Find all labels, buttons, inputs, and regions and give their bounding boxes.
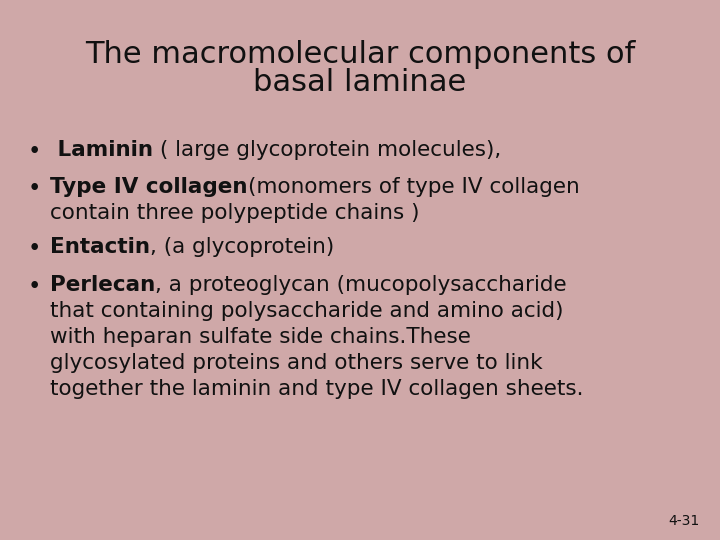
Text: (monomers of type IV collagen: (monomers of type IV collagen: [248, 177, 580, 197]
Text: with heparan sulfate side chains.These: with heparan sulfate side chains.These: [50, 327, 471, 347]
Text: that containing polysaccharide and amino acid): that containing polysaccharide and amino…: [50, 301, 564, 321]
Text: basal laminae: basal laminae: [253, 68, 467, 97]
Text: •: •: [28, 140, 41, 163]
Text: , (a glycoprotein): , (a glycoprotein): [150, 237, 334, 257]
Text: •: •: [28, 177, 41, 200]
Text: The macromolecular components of: The macromolecular components of: [85, 40, 635, 69]
Text: Laminin: Laminin: [50, 140, 153, 160]
Text: Type IV collagen: Type IV collagen: [50, 177, 248, 197]
Text: 4-31: 4-31: [669, 514, 700, 528]
Text: , a proteoglycan (mucopolysaccharide: , a proteoglycan (mucopolysaccharide: [156, 275, 567, 295]
Text: •: •: [28, 237, 41, 260]
Text: together the laminin and type IV collagen sheets.: together the laminin and type IV collage…: [50, 379, 583, 399]
Text: contain three polypeptide chains ): contain three polypeptide chains ): [50, 203, 420, 223]
Text: glycosylated proteins and others serve to link: glycosylated proteins and others serve t…: [50, 353, 543, 373]
Text: ( large glycoprotein molecules),: ( large glycoprotein molecules),: [153, 140, 501, 160]
Text: •: •: [28, 275, 41, 298]
Text: Entactin: Entactin: [50, 237, 150, 257]
Text: Perlecan: Perlecan: [50, 275, 156, 295]
